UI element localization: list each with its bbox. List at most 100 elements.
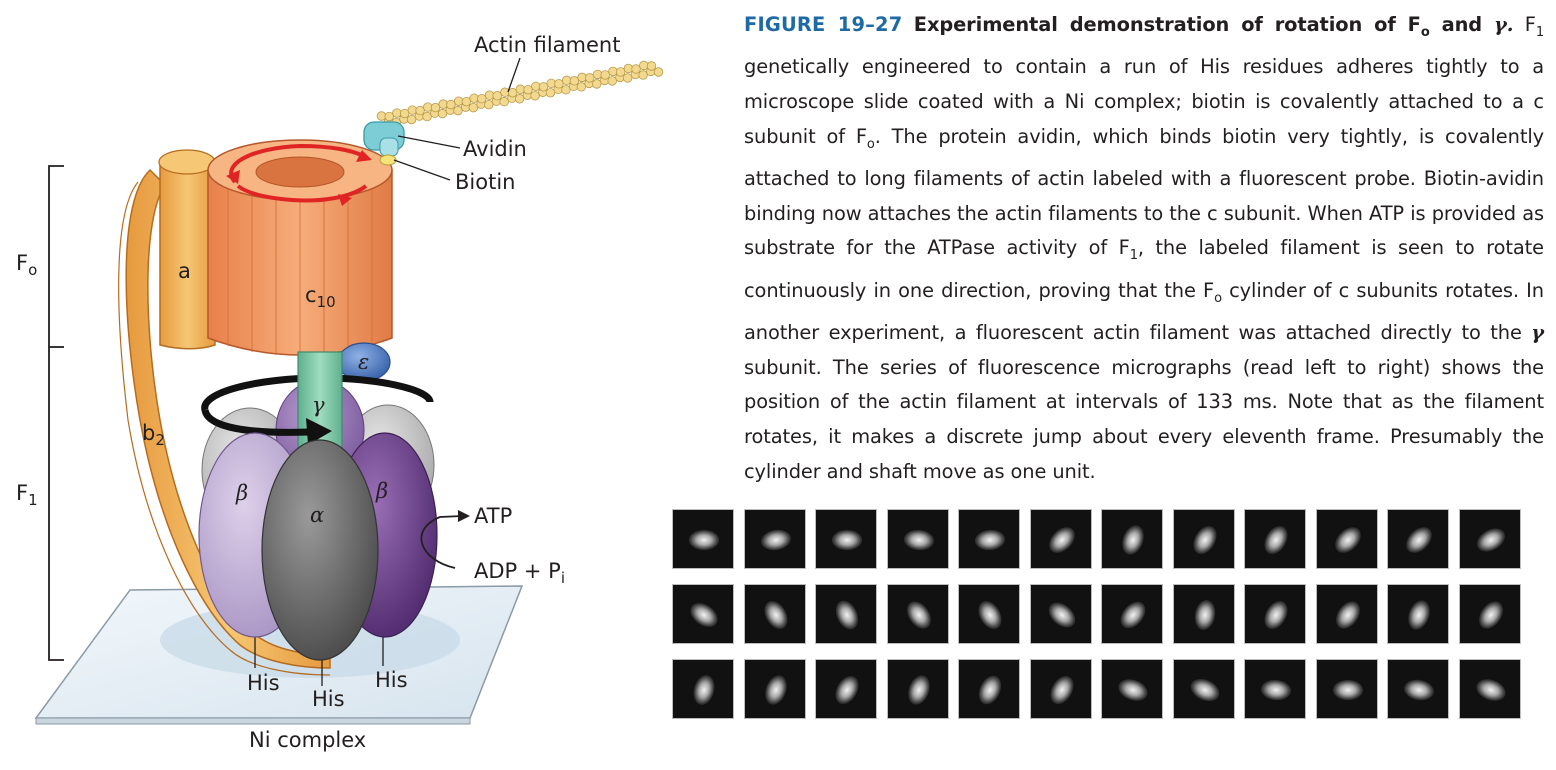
actin-bead <box>592 69 603 80</box>
actin-bead <box>484 99 494 110</box>
fluorescent-filament-spot <box>685 598 723 632</box>
actin-bead <box>407 105 418 115</box>
actin-filament <box>376 60 664 128</box>
label-gamma: γ <box>312 393 325 417</box>
fluorescent-filament-spot <box>974 672 1006 708</box>
label-f1: F1 <box>16 481 38 509</box>
actin-bead <box>500 87 510 97</box>
fluorescent-filament-spot <box>1118 522 1148 558</box>
label-b2: b2 <box>142 421 165 449</box>
micrograph-frame <box>743 659 806 719</box>
micrograph-frame <box>1244 659 1306 719</box>
actin-bead <box>546 78 556 89</box>
actin-bead <box>492 91 502 101</box>
micrograph-frame <box>815 584 877 644</box>
micrograph-frame <box>958 509 1020 569</box>
actin-bead <box>607 76 617 86</box>
fluorescent-filament-spot <box>1332 680 1363 700</box>
fluorescent-filament-spot <box>831 597 863 633</box>
micrograph-frame <box>672 584 734 644</box>
actin-bead <box>477 93 487 104</box>
biotin <box>379 154 397 166</box>
actin-bead <box>592 79 602 89</box>
actin-bead <box>538 82 549 92</box>
atp-arrow <box>420 515 463 569</box>
label-alpha: α <box>310 503 324 527</box>
rotation-arrow-red <box>229 143 368 203</box>
actin-bead <box>608 66 618 77</box>
label-his-right: His <box>375 668 408 692</box>
micrograph-frame <box>1101 659 1163 719</box>
actin-bead <box>376 111 387 121</box>
micrograph-frame <box>958 584 1020 644</box>
actin-bead <box>415 105 425 116</box>
actin-bead <box>600 70 610 80</box>
micrograph-frame <box>815 509 877 569</box>
micrograph-frame <box>1315 659 1378 719</box>
fluorescent-filament-spot <box>1402 677 1436 703</box>
actin-bead <box>623 63 634 74</box>
arrowhead-2 <box>226 170 240 184</box>
actin-bead <box>438 99 448 109</box>
micrograph-frame <box>815 659 877 719</box>
fluorescent-filament-spot <box>1472 675 1509 705</box>
micrograph-frame <box>1172 584 1235 644</box>
actin-bead <box>577 72 587 83</box>
label-fo: Fo <box>16 251 37 279</box>
micrograph-frame <box>672 659 734 719</box>
micrograph-frame <box>1387 659 1449 719</box>
fluorescent-filament-spot <box>1043 522 1080 558</box>
micrograph-frame <box>1315 584 1378 644</box>
figure-number: FIGURE 19–27 <box>744 13 903 36</box>
figure-title: Experimental demonstration of rotation o… <box>913 13 1514 40</box>
actin-bead <box>430 102 441 113</box>
actin-bead <box>384 111 394 122</box>
label-beta-right: β <box>375 479 388 503</box>
actin-bead <box>531 81 541 91</box>
a-subunit <box>158 149 216 350</box>
fluorescent-filament-spot <box>903 672 934 708</box>
fluorescent-filament-spot <box>1473 596 1508 634</box>
fluorescent-filament-spot <box>1259 597 1293 633</box>
actin-bead <box>631 64 641 74</box>
fluorescent-filament-spot <box>1259 522 1293 558</box>
fluorescent-filament-spot <box>760 672 791 708</box>
alpha-subunit <box>261 439 379 661</box>
actin-bead <box>561 75 572 86</box>
micrograph-frame <box>1458 584 1521 644</box>
actin-bead <box>446 99 456 110</box>
micrograph-frame <box>1029 659 1092 719</box>
actin-bead <box>576 82 587 92</box>
fluorescent-filament-spot <box>758 527 793 553</box>
micrograph-frame <box>886 659 949 719</box>
micrograph-frame <box>1458 509 1521 569</box>
fluorescent-filament-spot <box>901 596 936 634</box>
micrograph-frame <box>1244 584 1306 644</box>
fluorescent-filament-spot <box>1192 598 1217 632</box>
label-a: a <box>178 259 191 283</box>
fluorescent-filament-spot <box>973 597 1007 633</box>
actin-bead <box>615 67 626 77</box>
micrograph-frame <box>1172 659 1235 719</box>
label-adp-pi: ADP + Pi <box>474 559 565 587</box>
caption-body: F1 genetically engineered to contain a r… <box>744 13 1544 483</box>
actin-bead <box>453 105 463 116</box>
micrograph-frame <box>672 509 734 569</box>
figure-caption: FIGURE 19–27 Experimental demonstration … <box>744 8 1544 489</box>
avidin <box>363 121 405 157</box>
actin-bead <box>646 61 657 71</box>
micrograph-frame <box>1101 584 1163 644</box>
actin-bead <box>453 96 464 106</box>
fluorescent-filament-spot <box>1115 597 1151 633</box>
actin-bead <box>507 88 518 98</box>
label-c10: c10 <box>305 283 336 311</box>
fluorescent-filament-spot <box>1472 523 1509 557</box>
fluorescent-filament-spot <box>1330 596 1365 634</box>
actin-bead <box>484 90 495 100</box>
rotation-arrow-black-front <box>201 408 311 436</box>
actin-bead <box>622 73 633 83</box>
label-atp: ATP <box>474 504 512 528</box>
label-avidin: Avidin <box>463 137 527 161</box>
fluorescent-filament-spot <box>1045 672 1078 708</box>
actin-bead <box>499 97 509 107</box>
